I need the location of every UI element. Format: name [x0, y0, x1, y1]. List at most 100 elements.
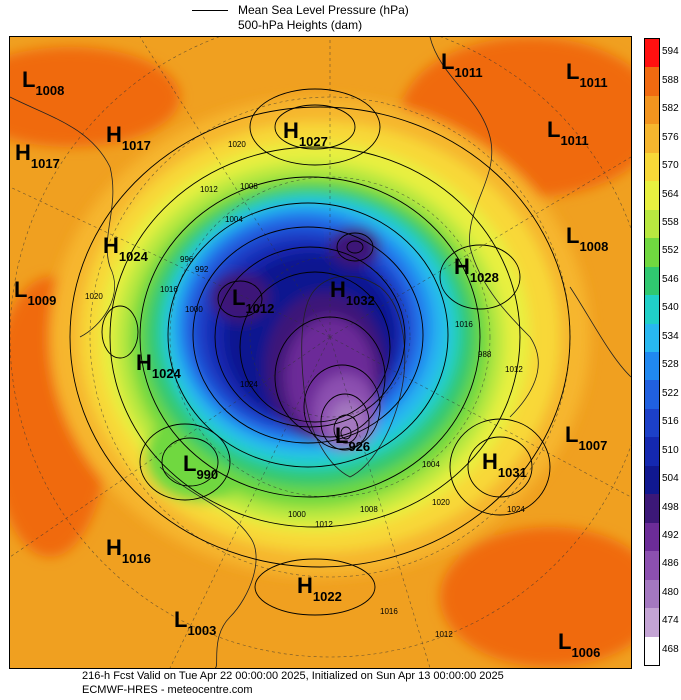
graticule-meridian	[10, 336, 331, 558]
colorbar-cell	[645, 181, 659, 210]
colorbar-labels: 594 588 582 576 570 564 558 552 546 540 534 528 522 5…	[662, 38, 681, 664]
colorbar-level-label: 492	[662, 530, 679, 541]
height-fill-498-sub	[210, 272, 270, 322]
center-value: 1009	[27, 293, 56, 308]
colorbar-level-label: 576	[662, 131, 679, 143]
colorbar-level-label: 468	[662, 643, 679, 655]
isobar	[161, 437, 219, 487]
colorbar-level-label: 564	[662, 188, 679, 200]
pressure-center: H1032	[330, 277, 375, 308]
isobar-label: 1020	[85, 292, 103, 301]
center-letter: H	[482, 449, 498, 474]
coastline-europe	[10, 96, 115, 338]
center-letter: H	[330, 277, 346, 302]
isobar	[217, 280, 263, 318]
colorbar-level-label: 498	[662, 501, 679, 513]
colorbar-level-label: 582	[662, 103, 679, 115]
colorbar-level-label: 480	[662, 586, 679, 598]
isobar	[101, 305, 139, 359]
graticule-meridian	[329, 336, 631, 498]
isobar	[467, 436, 533, 498]
colorbar-cell	[645, 494, 659, 523]
coastline-siberia	[429, 37, 539, 418]
colorbar-level-label: 558	[662, 217, 679, 228]
center-letter: L	[14, 277, 27, 302]
colorbar-cell	[645, 465, 659, 495]
pressure-center: L1006	[558, 629, 600, 660]
isobar-label: 1024	[507, 505, 525, 514]
colorbar-level-label: 522	[662, 387, 679, 399]
isobar	[239, 271, 391, 423]
isobar-label: 1012	[435, 630, 453, 639]
pressure-center: L1009	[14, 277, 56, 308]
pressure-center: L1012	[232, 285, 274, 316]
isobar-label: 1016	[380, 607, 398, 616]
forecast-validity-text: 216-h Fcst Valid on Tue Apr 22 00:00:00 …	[82, 670, 504, 682]
colorbar-cell	[645, 266, 659, 296]
isobar-labels: 1020 1012 1008 1004 1016 996 992 1000 10…	[85, 140, 525, 639]
isobar-label: 1020	[432, 498, 450, 507]
isobar	[249, 88, 381, 166]
pressure-center: L1007	[565, 422, 607, 453]
pressure-center: L1008	[566, 223, 608, 254]
center-letter: H	[297, 573, 313, 598]
center-letter: L	[232, 285, 245, 310]
isobar-label: 1012	[505, 365, 523, 374]
isobar-label: 1004	[225, 215, 243, 224]
pressure-center: L1011	[547, 117, 589, 148]
source-credit-text: ECMWF-HRES - meteocentre.com	[82, 684, 253, 696]
pressure-center: L990	[183, 451, 218, 482]
center-value: 1032	[346, 293, 375, 308]
center-letter: H	[106, 122, 122, 147]
colorbar-cell	[645, 380, 659, 409]
isobar	[254, 558, 376, 616]
isobar	[333, 414, 359, 444]
graticule-circle	[169, 176, 491, 498]
colorbar-level-label: 486	[662, 558, 679, 570]
center-letter: L	[547, 117, 560, 142]
pressure-center: L1011	[441, 49, 483, 80]
coastlines	[10, 37, 631, 668]
center-value: 1011	[454, 65, 482, 80]
isobar	[167, 202, 449, 468]
height-fill-592-se	[440, 527, 631, 667]
colorbar-cell	[645, 39, 659, 68]
isobar	[439, 244, 521, 310]
center-letter: L	[565, 422, 578, 447]
center-value: 1022	[313, 589, 342, 604]
isobar-label: 1008	[240, 182, 258, 191]
center-value: 1006	[571, 645, 600, 660]
pressure-center: H1027	[283, 118, 328, 149]
center-value: 1028	[470, 270, 499, 285]
center-value: 1007	[578, 438, 607, 453]
isobar-label: 992	[195, 265, 209, 274]
colorbar-cell	[645, 636, 659, 665]
center-value: 1031	[498, 465, 527, 480]
center-letter: H	[106, 535, 122, 560]
isobar-label: 988	[478, 350, 492, 359]
isobar	[139, 176, 481, 498]
pressure-center: H1017	[15, 140, 60, 171]
isobar	[69, 106, 571, 568]
colorbar-level-label: 528	[662, 359, 679, 371]
pressure-center: H1024	[136, 350, 182, 381]
center-value: 926	[348, 439, 370, 454]
colorbar-cell	[645, 551, 659, 580]
center-letter: L	[441, 49, 454, 74]
colorbar-cell	[645, 295, 659, 324]
height-colorbar	[644, 38, 660, 666]
pressure-center: H1028	[454, 254, 499, 285]
graticule-circle	[249, 256, 411, 418]
graticule-meridian	[169, 336, 331, 668]
isobar	[139, 423, 231, 501]
pressure-center: H1031	[482, 449, 527, 480]
graticule-meridian	[329, 156, 631, 338]
colorbar-level-label: 474	[662, 615, 679, 627]
isobar	[274, 316, 386, 438]
center-letter: H	[283, 118, 299, 143]
colorbar-cell	[645, 95, 659, 125]
isobar-label: 1016	[160, 285, 178, 294]
isobar-label: 1004	[422, 460, 440, 469]
isobar	[346, 240, 364, 254]
center-letter: L	[183, 451, 196, 476]
